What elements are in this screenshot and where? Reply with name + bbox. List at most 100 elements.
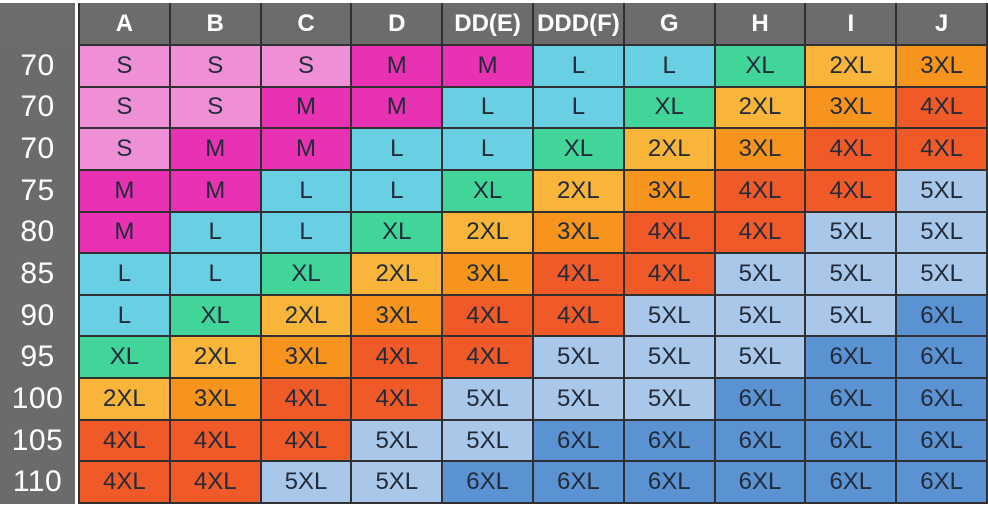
size-cell: 4XL [534,295,623,336]
size-cell: 4XL [443,295,532,336]
size-cell: 2XL [624,129,714,169]
size-cell: 6XL [534,462,623,502]
size-cell: 4XL [352,379,442,419]
size-cell: 4XL [352,337,442,378]
size-cell: 6XL [624,462,714,502]
size-cell: 4XL [624,254,714,294]
size-cell: 3XL [715,129,805,169]
column-header-h: H [715,3,805,44]
size-cell: S [80,129,169,169]
column-header-j: J [897,3,986,44]
size-cell: XL [715,46,805,86]
column-divider [75,3,78,504]
size-cell: 3XL [443,254,532,294]
band-label-column: 70 70 70 75 80 85 90 95 100 105 110 [0,3,75,504]
size-cell: XL [352,212,442,253]
size-cell: 5XL [624,337,714,378]
size-cell: L [352,129,442,169]
band-label: 90 [20,298,55,332]
size-cell: 4XL [443,337,532,378]
size-cell: 6XL [806,337,896,378]
size-cell: 4XL [170,420,260,461]
size-cell: M [170,170,260,211]
size-cell: 5XL [715,254,805,294]
size-cell: L [624,46,714,86]
column-header-c: C [261,3,351,44]
size-cell: M [261,87,351,128]
size-cell: S [170,87,260,128]
size-cell: L [170,212,260,253]
size-cell: 5XL [352,420,442,461]
size-cell: 3XL [261,337,351,378]
size-cell: 5XL [715,337,805,378]
column-header-a: A [80,3,169,44]
size-cell: L [352,170,442,211]
size-cell: L [261,212,351,253]
size-cell: L [443,129,532,169]
size-cell: 6XL [715,420,805,461]
column-header-b: B [170,3,260,44]
size-cell: 5XL [897,212,986,253]
band-label: 75 [20,173,55,207]
size-cell: XL [443,170,532,211]
size-cell: 5XL [534,379,623,419]
size-cell: 4XL [261,379,351,419]
size-cell: 6XL [897,420,986,461]
size-cell: 4XL [897,129,986,169]
size-cell: 3XL [170,379,260,419]
size-cell: 5XL [443,420,532,461]
size-chart-table: 70 70 70 75 80 85 90 95 100 105 110 A B C D DD(E) DDD(F… [0,3,988,504]
size-cell: 2XL [352,254,442,294]
size-cell: L [534,46,623,86]
corner-cell [0,3,75,44]
column-header-dddf: DDD(F) [534,3,623,44]
size-cell: XL [170,295,260,336]
size-cell: 2XL [443,212,532,253]
size-cell: 2XL [715,87,805,128]
size-cell: 2XL [170,337,260,378]
size-cell: 3XL [534,212,623,253]
column-header-i: I [806,3,896,44]
size-cell: 4XL [624,212,714,253]
size-cell: S [261,46,351,86]
band-label: 95 [20,340,55,374]
size-cell: 3XL [806,87,896,128]
size-cell: 5XL [261,462,351,502]
size-cell: S [80,46,169,86]
size-cell: 6XL [715,462,805,502]
size-cell: L [170,254,260,294]
size-cell: 5XL [352,462,442,502]
size-cell: 4XL [715,170,805,211]
size-cell: L [80,295,169,336]
size-cell: 5XL [624,379,714,419]
size-cell: 5XL [624,295,714,336]
size-cell: 4XL [897,87,986,128]
size-cell: 5XL [897,170,986,211]
size-cell: 5XL [897,254,986,294]
size-cell: 4XL [534,254,623,294]
band-label: 80 [20,215,55,249]
size-cell: XL [624,87,714,128]
size-cell: 6XL [806,462,896,502]
size-cell: 6XL [897,379,986,419]
size-cell: XL [261,254,351,294]
size-cell: XL [80,337,169,378]
band-label: 110 [12,465,63,499]
band-label: 105 [11,423,64,457]
size-cell: M [170,129,260,169]
column-header-g: G [624,3,714,44]
size-cell: 6XL [534,420,623,461]
size-cell: 2XL [261,295,351,336]
size-cell: 2XL [80,379,169,419]
size-cell: 6XL [443,462,532,502]
size-cell: XL [534,129,623,169]
size-cell: L [261,170,351,211]
size-cell: M [80,170,169,211]
size-data-grid: A B C D DD(E) DDD(F) G H I J S S S M M L L XL 2XL 3XL S S M M L L… [78,3,988,504]
size-cell: 4XL [806,129,896,169]
column-header-dde: DD(E) [443,3,532,44]
size-cell: 3XL [897,46,986,86]
size-cell: 5XL [443,379,532,419]
band-label: 85 [20,256,55,290]
